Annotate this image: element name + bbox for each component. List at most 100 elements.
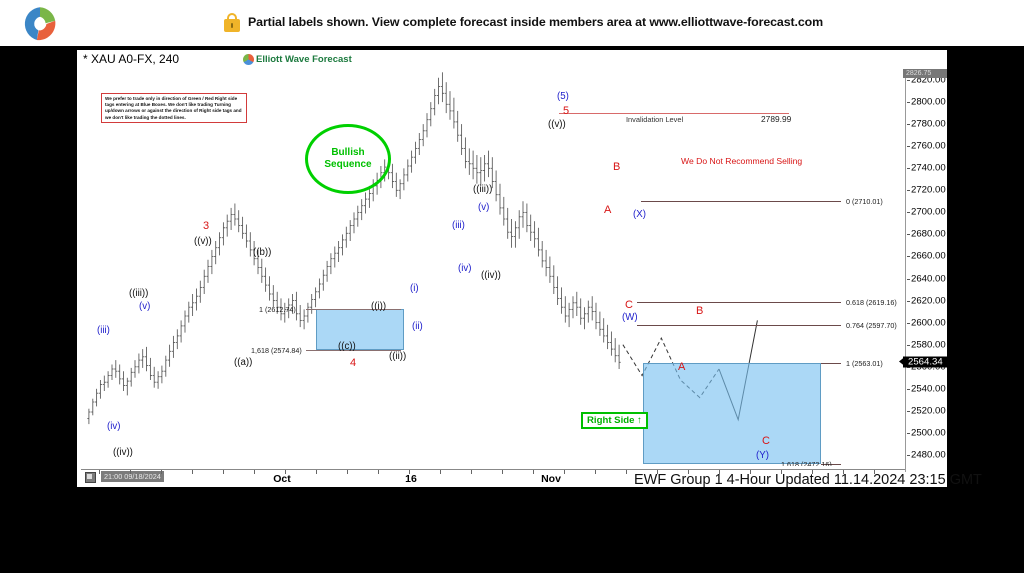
chart-frame: * XAU A0-FX, 240 Elliott Wave Forecast 0… <box>74 47 950 490</box>
time-axis[interactable]: 21:00 09/18/2024 Oct 16 Nov <box>81 469 905 488</box>
chart-title-row: * XAU A0-FX, 240 Elliott Wave Forecast <box>77 50 947 69</box>
plot-area[interactable]: 0 (2710.01) 0.618 (2619.16) 0.764 (2597.70… <box>81 69 905 466</box>
last-price-tag: 2564.34 <box>899 356 947 368</box>
wave-label: 4 <box>350 357 357 369</box>
price-tick: 2680.00 <box>911 228 946 240</box>
time-tick-mark <box>657 470 658 474</box>
trading-rules-legend: We prefer to trade only in direction of … <box>101 93 247 123</box>
price-tick-mark <box>907 432 910 434</box>
wave-label: A <box>678 361 686 373</box>
price-bars <box>87 72 621 425</box>
time-tick-mark <box>285 470 286 474</box>
time-tick-mark <box>719 470 720 474</box>
time-tick-mark <box>781 470 782 474</box>
wave-label: 5 <box>563 105 570 117</box>
fib-level-line <box>306 350 401 352</box>
wave-label: 3 <box>203 220 210 232</box>
price-tick-mark <box>907 344 910 346</box>
time-tick-label: Nov <box>541 473 561 485</box>
price-tick-mark <box>907 168 910 170</box>
price-tick-mark <box>907 102 910 104</box>
lock-icon <box>224 13 240 32</box>
price-tick-mark <box>907 322 910 324</box>
time-tick-mark <box>595 470 596 474</box>
time-tick-mark <box>750 470 751 474</box>
price-tick-mark <box>907 300 910 302</box>
wave-label: (iv) <box>107 421 121 432</box>
price-tick: 2580.00 <box>911 339 946 351</box>
time-tick-mark <box>316 470 317 474</box>
symbol-title: * XAU A0-FX, 240 <box>83 52 180 66</box>
high-price-tag: 2826.75 <box>903 69 947 78</box>
wave-label: (Y) <box>756 450 769 461</box>
price-tick-mark <box>907 234 910 236</box>
chart-tool-icon[interactable] <box>85 472 96 483</box>
top-banner: Partial labels shown. View complete fore… <box>0 0 1024 46</box>
fib-level-label: 1 (2563.01) <box>846 359 883 369</box>
price-tick-mark <box>907 454 910 456</box>
price-tick: 2600.00 <box>911 317 946 329</box>
time-tick-mark <box>812 470 813 474</box>
wave-label: ((iv)) <box>481 270 501 281</box>
fib-level-label: 0 (2710.01) <box>846 197 883 207</box>
price-tick: 2660.00 <box>911 250 946 262</box>
time-tick-mark <box>564 470 565 474</box>
no-sell-note: We Do Not Recommend Selling <box>681 156 803 166</box>
time-tick-mark <box>223 470 224 474</box>
wave-label: C <box>762 435 770 447</box>
time-tick-label: Oct <box>273 473 291 485</box>
time-tick-mark <box>130 470 131 474</box>
wave-label: ((b)) <box>253 247 272 258</box>
wave-label: ((i)) <box>371 301 387 312</box>
wave-label: (X) <box>633 209 646 220</box>
time-tick-mark <box>378 470 379 474</box>
fib-level-line <box>637 301 841 303</box>
footer-text: EWF Group 1 4-Hour Updated 11.14.2024 23… <box>634 472 982 488</box>
wave-label: ((iii)) <box>473 184 493 195</box>
wave-label: (iii) <box>452 220 465 231</box>
wave-label: ((ii)) <box>389 351 407 362</box>
fib-level-label: 0.764 (2597.70) <box>846 321 897 331</box>
wave-label: C <box>625 299 633 311</box>
time-tick-label: 16 <box>405 473 417 485</box>
wave-label: (W) <box>622 312 638 323</box>
price-tick-mark <box>907 146 910 148</box>
wave-label: ((iii)) <box>129 288 149 299</box>
price-tick: 2620.00 <box>911 295 946 307</box>
fib-level-label: 1,618 (2574.84) <box>251 346 302 356</box>
wave-label: (v) <box>139 301 151 312</box>
price-tick: 2720.00 <box>911 184 946 196</box>
price-tick-mark <box>907 256 910 258</box>
time-tick-mark <box>626 470 627 474</box>
wave-label: B <box>696 305 704 317</box>
time-tick-mark <box>409 470 410 474</box>
price-tick: 2540.00 <box>911 383 946 395</box>
fib-level-line <box>821 363 841 365</box>
time-tick-mark <box>254 470 255 474</box>
price-tick: 2640.00 <box>911 273 946 285</box>
price-tick-mark <box>907 388 910 390</box>
wave-label: (iv) <box>458 263 472 274</box>
time-tick-mark <box>471 470 472 474</box>
time-tick-mark <box>688 470 689 474</box>
price-tick-mark <box>907 124 910 126</box>
price-tick-mark <box>907 278 910 280</box>
price-tick-mark <box>907 80 910 82</box>
wave-label: A <box>604 204 612 216</box>
right-side-tag: Right Side ↑ <box>581 412 648 429</box>
fib-level-line <box>641 201 841 203</box>
price-axis[interactable]: 2820.00 2800.00 2780.00 2760.00 2740.00 2720.… <box>907 69 946 466</box>
time-tick-mark <box>533 470 534 474</box>
price-tick: 2520.00 <box>911 405 946 417</box>
blue-box-left <box>316 308 404 351</box>
brand-logo-icon <box>24 7 56 41</box>
footer-bar: EWF Group 1 4-Hour Updated 11.14.2024 23… <box>74 470 982 490</box>
fib-level-line <box>306 308 401 310</box>
price-tick: 2820.00 <box>911 74 946 86</box>
time-tick-mark <box>502 470 503 474</box>
price-tick-mark <box>907 410 910 412</box>
ewf-logo-icon <box>243 54 254 65</box>
price-tick: 2780.00 <box>911 118 946 130</box>
wave-label: (iii) <box>97 325 110 336</box>
